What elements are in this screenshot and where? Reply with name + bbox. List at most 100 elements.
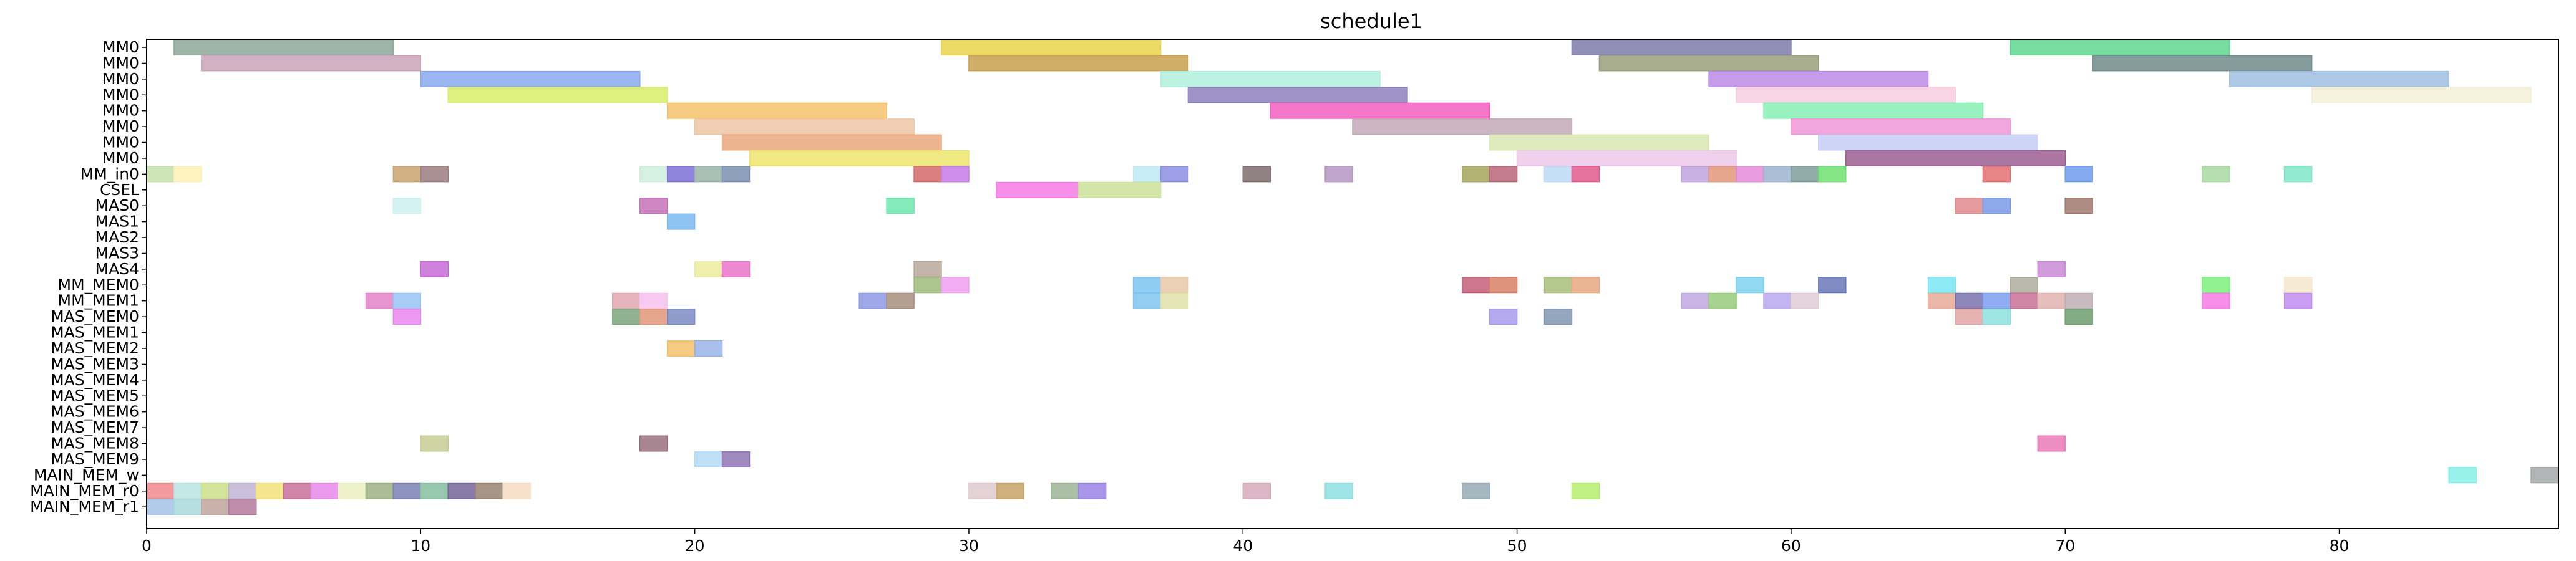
task-bar: [1982, 166, 2011, 183]
x-axis-ticks: 0 10 20 30 40 50 60 70 80: [142, 529, 2349, 555]
task-bar: [1324, 166, 1353, 183]
task-bar: [1736, 166, 1764, 183]
task-bar: [941, 277, 970, 294]
task-bar: [1077, 482, 1107, 499]
task-bar: [666, 340, 696, 357]
chart-title: schedule1: [1320, 9, 1422, 33]
task-bar: [2010, 39, 2230, 55]
task-bar: [941, 39, 1162, 55]
row-label: MAIN_MEM_r0: [30, 482, 139, 500]
task-bar: [721, 261, 751, 277]
row-label: MAS_MEM9: [51, 450, 139, 468]
row-label: MAS_MEM1: [51, 324, 139, 342]
task-bar: [201, 55, 422, 72]
task-bar: [749, 150, 970, 166]
task-bar: [639, 292, 668, 309]
task-bar: [2064, 292, 2093, 309]
task-bar: [283, 482, 312, 499]
task-bar: [392, 166, 422, 183]
task-bar: [666, 166, 696, 183]
task-bar: [1982, 198, 2011, 214]
task-bar: [1736, 87, 1956, 103]
task-bar: [173, 39, 394, 55]
task-bar: [2202, 292, 2230, 309]
task-bar: [1461, 277, 1490, 294]
task-bar: [1955, 198, 1984, 214]
task-bar: [1242, 166, 1271, 183]
task-bar: [1708, 292, 1737, 309]
task-bar: [365, 482, 394, 499]
task-bar: [1763, 292, 1792, 309]
row-label: MM0: [102, 38, 139, 56]
task-bar: [1791, 118, 2011, 135]
task-bar: [1982, 309, 2011, 325]
plot-frame: [146, 39, 2559, 529]
task-bar: [201, 482, 230, 499]
task-bar: [1571, 277, 1600, 294]
task-bar: [1955, 292, 1984, 309]
task-bar: [1489, 134, 1709, 151]
task-bar: [201, 499, 230, 515]
task-bar: [392, 198, 422, 214]
task-bar: [1708, 70, 1929, 87]
row-label: MAS0: [95, 196, 139, 214]
row-label: MAS_MEM8: [51, 434, 139, 453]
task-bar: [146, 499, 175, 515]
x-tick-label: 40: [1233, 537, 1253, 555]
task-bar: [2010, 277, 2039, 294]
row-label: MM0: [102, 54, 139, 72]
task-bar: [2202, 166, 2230, 183]
task-bar: [1132, 292, 1162, 309]
task-bar: [1791, 292, 1819, 309]
row-label: MAS2: [95, 228, 139, 246]
task-bar: [2283, 292, 2313, 309]
task-bar: [612, 309, 641, 325]
row-label: MM0: [102, 149, 139, 167]
row-label: MAIN_MEM_w: [34, 466, 139, 484]
task-bar: [2064, 166, 2093, 183]
task-bar: [996, 181, 1079, 198]
task-bar: [1051, 482, 1079, 499]
task-bar: [941, 166, 970, 183]
row-label: MM_in0: [80, 165, 139, 183]
task-bar: [2283, 277, 2313, 294]
row-label: MAS_MEM3: [51, 355, 139, 373]
task-bar: [694, 451, 723, 467]
task-bar: [1489, 277, 1518, 294]
row-label: MM0: [102, 133, 139, 151]
task-bar: [2229, 70, 2450, 87]
task-bar: [721, 134, 942, 151]
task-bar: [1708, 166, 1737, 183]
task-bar: [666, 309, 696, 325]
task-bar: [1927, 277, 1956, 294]
task-bar: [1461, 166, 1490, 183]
task-bar: [2064, 198, 2093, 214]
task-bar: [2283, 166, 2313, 183]
task-bar: [721, 451, 751, 467]
task-bar: [447, 87, 668, 103]
task-bar: [1160, 277, 1189, 294]
task-bar: [310, 482, 339, 499]
task-bar: [1543, 277, 1573, 294]
task-bar: [2037, 435, 2066, 452]
task-bar: [1845, 150, 2066, 166]
task-bar: [996, 482, 1024, 499]
task-bar: [968, 55, 1189, 72]
task-bar: [1927, 292, 1956, 309]
task-bar: [721, 166, 751, 183]
task-bar: [1132, 277, 1162, 294]
task-bar: [173, 482, 202, 499]
row-labels: MM0MM0MM0MM0MM0MM0MM0MM0MM_in0CSELMAS0MA…: [30, 38, 147, 515]
task-bar: [228, 482, 257, 499]
task-bar: [146, 166, 175, 183]
task-bar: [1818, 277, 1847, 294]
task-bar: [1571, 482, 1600, 499]
row-label: MAS_MEM4: [51, 371, 139, 389]
row-label: MM_MEM0: [58, 276, 139, 294]
task-bars: [146, 39, 2559, 515]
x-tick-label: 30: [959, 537, 979, 555]
task-bar: [1598, 55, 1819, 72]
row-label: MAS_MEM6: [51, 403, 139, 421]
task-bar: [1763, 102, 1984, 119]
task-bar: [1955, 309, 1984, 325]
